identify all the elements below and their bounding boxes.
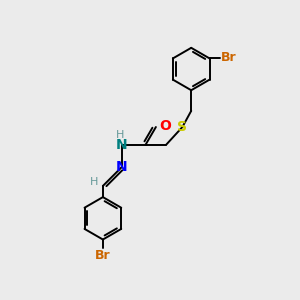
- Text: N: N: [116, 138, 128, 152]
- Text: Br: Br: [95, 249, 111, 262]
- Text: O: O: [159, 118, 171, 133]
- Text: Br: Br: [221, 51, 236, 64]
- Text: S: S: [177, 120, 188, 134]
- Text: N: N: [116, 160, 128, 174]
- Text: H: H: [90, 177, 98, 188]
- Text: H: H: [116, 130, 125, 140]
